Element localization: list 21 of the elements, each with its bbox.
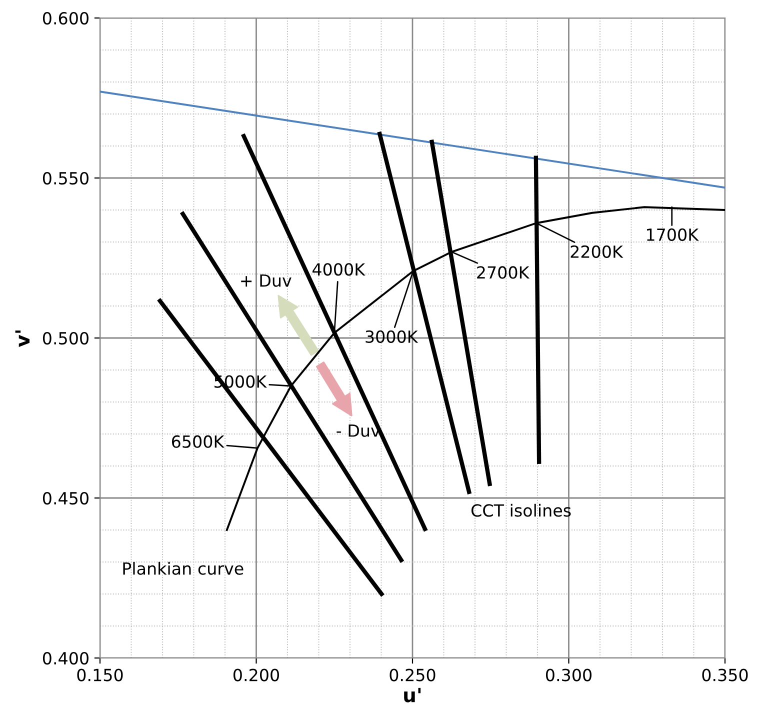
annotation: + Duv bbox=[241, 274, 292, 287]
x-tick-label: 0.200 bbox=[233, 668, 279, 682]
x-tick-label: 0.350 bbox=[702, 668, 748, 682]
annotation: 6500K bbox=[172, 435, 225, 448]
annotation: 2200K bbox=[570, 245, 624, 258]
y-tick-label: 0.600 bbox=[42, 12, 88, 25]
y-tick-label: 0.500 bbox=[42, 332, 88, 345]
x-tick-label: 0.300 bbox=[546, 668, 592, 682]
x-axis-title: u' bbox=[404, 688, 421, 702]
annotation: 3000K bbox=[366, 330, 418, 343]
y-tick-label: 0.450 bbox=[42, 492, 88, 505]
x-tick-label: 0.150 bbox=[77, 668, 123, 682]
annotation: 1700K bbox=[647, 228, 699, 241]
annotation: 2700K bbox=[477, 266, 530, 279]
y-tick-label: 0.550 bbox=[42, 172, 88, 185]
annotation: 4000K bbox=[312, 263, 366, 276]
annotation: Plankian curve bbox=[123, 562, 244, 575]
annotation: CCT isolines bbox=[471, 504, 571, 517]
y-tick-label: 0.400 bbox=[42, 652, 88, 665]
x-tick-label: 0.250 bbox=[390, 668, 436, 682]
y-axis-title: v' bbox=[15, 330, 30, 348]
